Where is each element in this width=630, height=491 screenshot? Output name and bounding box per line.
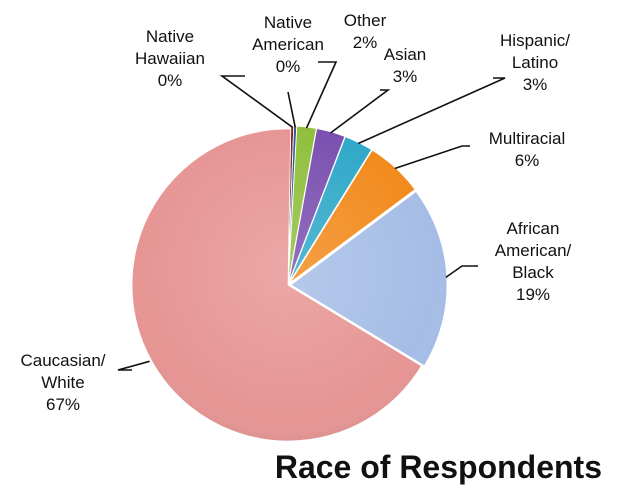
slice-category-label: Other <box>344 11 387 30</box>
slice-category-label: Hispanic/ <box>500 31 570 50</box>
slice-value-label: 3% <box>393 67 418 86</box>
slice-label: Asian 3% <box>384 45 427 86</box>
slice-category-label: Latino <box>512 53 558 72</box>
slice-category-label: American/ <box>495 241 572 260</box>
slice-category-label: White <box>41 373 84 392</box>
slice-value-label: 0% <box>276 57 301 76</box>
leader-line <box>219 75 293 128</box>
slice-label: African American/Black 19% <box>495 219 572 304</box>
chart-title: Race of Respondents <box>275 449 602 485</box>
leader-line <box>357 77 506 145</box>
slice-category-label: American <box>252 35 324 54</box>
slice-label: Multiracial 6% <box>489 129 566 170</box>
leader-line <box>394 145 470 170</box>
slice-label: Caucasian/White 67% <box>20 351 105 414</box>
slice-value-label: 2% <box>353 33 378 52</box>
slice-value-label: 67% <box>46 395 80 414</box>
leader-line <box>330 89 391 134</box>
slice-category-label: Hawaiian <box>135 49 205 68</box>
slice-category-label: Native <box>264 13 312 32</box>
slice-labels: Native Hawaiian 0% Native American 0% Other 2% A… <box>20 11 571 414</box>
slice-value-label: 3% <box>523 75 548 94</box>
slice-category-label: Multiracial <box>489 129 566 148</box>
slice-category-label: Caucasian/ <box>20 351 105 370</box>
slice-label: Native Hawaiian 0% <box>135 27 205 90</box>
slice-category-label: Black <box>512 263 554 282</box>
slice-category-label: African <box>507 219 560 238</box>
slice-value-label: 6% <box>515 151 540 170</box>
slice-value-label: 19% <box>516 285 550 304</box>
leader-line <box>445 265 478 279</box>
slice-label: Native American 0% <box>252 13 324 76</box>
leader-line <box>117 360 150 371</box>
slice-label: Other 2% <box>344 11 387 52</box>
slice-category-label: Native <box>146 27 194 46</box>
slice-category-label: Asian <box>384 45 427 64</box>
leader-line <box>287 91 296 128</box>
slice-value-label: 0% <box>158 71 183 90</box>
slice-label: Hispanic/Latino 3% <box>500 31 570 94</box>
leader-lines <box>117 61 506 371</box>
pie-slices <box>131 125 448 442</box>
leader-line <box>305 61 338 129</box>
